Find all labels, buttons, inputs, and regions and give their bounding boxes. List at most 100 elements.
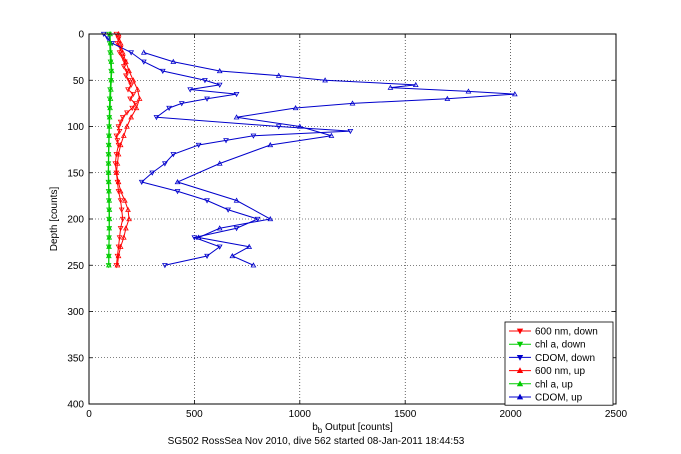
data-point	[117, 141, 124, 148]
data-point	[128, 82, 135, 88]
data-point	[465, 88, 472, 94]
data-point	[125, 87, 131, 93]
data-point	[275, 124, 282, 130]
data-point	[106, 141, 112, 148]
legend-label: CDOM, up	[535, 393, 583, 404]
data-point	[120, 132, 127, 138]
series-4	[113, 30, 143, 268]
y-tick-label: 50	[73, 76, 85, 87]
data-point	[140, 59, 147, 65]
data-point	[113, 169, 120, 175]
data-point	[233, 197, 240, 203]
data-point	[108, 86, 114, 92]
data-point	[195, 142, 202, 149]
data-point	[117, 40, 124, 46]
y-tick-label: 250	[67, 261, 84, 272]
data-point	[115, 252, 122, 259]
data-point	[133, 104, 140, 111]
x-axis-label: bb Output [counts]	[312, 422, 393, 435]
y-axis-label: Depth [counts]	[49, 187, 60, 252]
data-point	[120, 234, 127, 240]
data-point	[349, 100, 356, 106]
x-tick-label: 500	[186, 409, 203, 420]
data-point	[250, 262, 257, 268]
data-point	[106, 206, 113, 212]
data-point	[159, 68, 166, 75]
data-point	[204, 96, 210, 102]
data-point	[216, 67, 223, 74]
data-point	[106, 123, 113, 129]
data-point	[108, 67, 115, 74]
data-point	[202, 78, 208, 84]
data-point	[216, 160, 223, 166]
data-point	[106, 197, 113, 203]
data-point	[275, 72, 282, 78]
data-point	[229, 252, 236, 259]
data-point	[106, 215, 113, 222]
data-point	[204, 198, 210, 204]
data-point	[162, 263, 168, 269]
data-point	[105, 252, 112, 259]
data-point	[116, 50, 123, 56]
data-point	[123, 73, 129, 79]
legend-marker	[516, 367, 524, 373]
data-point	[195, 234, 202, 240]
series-line	[143, 52, 515, 266]
data-point	[328, 132, 335, 138]
data-point	[121, 197, 128, 203]
legend-marker	[516, 341, 524, 348]
legend-label: 600 nm, down	[535, 327, 598, 338]
data-point	[254, 216, 261, 223]
data-point	[187, 87, 194, 93]
data-point	[119, 216, 126, 223]
data-point	[128, 50, 135, 56]
x-tick-label: 2500	[605, 409, 628, 420]
data-point	[109, 41, 116, 47]
y-tick-label: 150	[67, 168, 84, 179]
data-point	[123, 58, 129, 64]
data-point	[170, 58, 177, 64]
data-point	[115, 178, 122, 185]
legend-marker	[516, 393, 524, 400]
data-point	[113, 263, 120, 269]
data-point	[149, 170, 156, 176]
data-point	[162, 161, 168, 167]
data-point	[191, 235, 198, 241]
legend: 600 nm, down chl a, down CDOM, down 600 nm,…	[504, 321, 614, 406]
x-tick-label: 1500	[394, 409, 417, 420]
legend-label: 600 nm, up	[535, 366, 585, 377]
series-3	[100, 31, 354, 269]
data-point	[106, 234, 113, 240]
tick-group: 0 500 1000 1500 2000 2500 0 50 100 150 200 250 300 35…	[67, 30, 627, 421]
series-6	[140, 49, 518, 268]
data-point	[114, 262, 121, 268]
data-point	[107, 104, 113, 111]
data-point	[233, 91, 240, 98]
legend-label: chl a, up	[535, 379, 573, 390]
series-line	[103, 33, 351, 266]
data-point	[387, 84, 394, 90]
y-tick-label: 200	[67, 215, 84, 226]
data-point	[347, 128, 354, 135]
data-point	[322, 77, 328, 83]
y-tick-label: 400	[67, 400, 84, 411]
data-point	[117, 198, 124, 204]
data-point	[105, 151, 112, 157]
data-point	[117, 226, 124, 232]
data-point	[115, 151, 122, 157]
data-point	[114, 41, 121, 47]
data-point	[106, 243, 112, 249]
data-point	[108, 49, 114, 55]
y-tick-label: 300	[67, 307, 84, 318]
x-axis-label-sub: b	[318, 426, 323, 435]
data-point	[118, 207, 125, 213]
data-point	[108, 77, 115, 83]
data-point	[444, 95, 451, 101]
legend-label: chl a, down	[535, 340, 586, 351]
data-point	[120, 64, 127, 70]
data-point	[138, 179, 145, 186]
data-point	[124, 110, 130, 116]
x-axis-label-main: b	[312, 422, 318, 433]
data-point	[119, 115, 126, 121]
data-point	[106, 188, 112, 194]
